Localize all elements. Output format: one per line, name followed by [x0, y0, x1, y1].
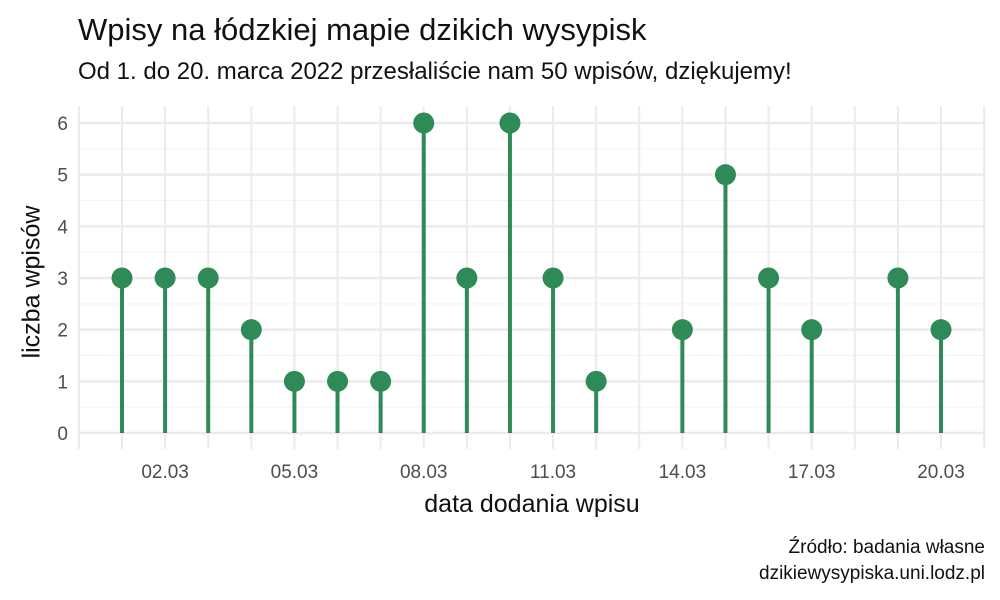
x-tick-label: 08.03: [400, 462, 448, 483]
y-tick-label: 4: [57, 217, 68, 238]
x-tick-label: 02.03: [141, 462, 189, 483]
lollipop-point: [111, 267, 133, 289]
x-tick-label: 05.03: [271, 462, 319, 483]
lollipop-point: [671, 319, 693, 341]
x-tick-label: 17.03: [788, 462, 836, 483]
chart-subtitle: Od 1. do 20. marca 2022 przesłaliście na…: [78, 58, 792, 85]
lollipop-point: [542, 267, 564, 289]
x-tick-label: 11.03: [530, 462, 576, 483]
caption-source: Źródło: badania własne: [788, 537, 985, 558]
lollipop-point: [714, 164, 736, 186]
lollipop-point: [801, 319, 823, 341]
lollipop-point: [413, 112, 435, 134]
y-tick-label: 6: [57, 114, 68, 135]
x-tick-label: 14.03: [659, 462, 707, 483]
lollipop-point: [585, 370, 607, 392]
lollipop-point: [197, 267, 219, 289]
x-axis-label: data dodania wpisu: [424, 490, 640, 518]
lollipop-point: [327, 370, 349, 392]
lollipop-point: [283, 370, 305, 392]
lollipop-point: [154, 267, 176, 289]
y-tick-label: 1: [57, 372, 68, 393]
lollipop-point: [456, 267, 478, 289]
lollipop-point: [240, 319, 262, 341]
chart-caption: Źródło: badania własne dzikiewysypiska.u…: [759, 535, 985, 587]
caption-url: dzikiewysypiska.uni.lodz.pl: [759, 563, 985, 584]
lollipop-point: [887, 267, 909, 289]
y-tick-label: 0: [57, 424, 68, 445]
chart-title: Wpisy na łódzkiej mapie dzikich wysypisk: [78, 12, 647, 47]
y-tick-label: 2: [57, 321, 68, 342]
lollipop-point: [499, 112, 521, 134]
x-tick-label: 20.03: [917, 462, 965, 483]
y-tick-label: 3: [57, 269, 68, 290]
lollipop-point: [930, 319, 952, 341]
y-tick-label: 5: [57, 166, 68, 187]
lollipop-point: [758, 267, 780, 289]
lollipop-point: [370, 370, 392, 392]
